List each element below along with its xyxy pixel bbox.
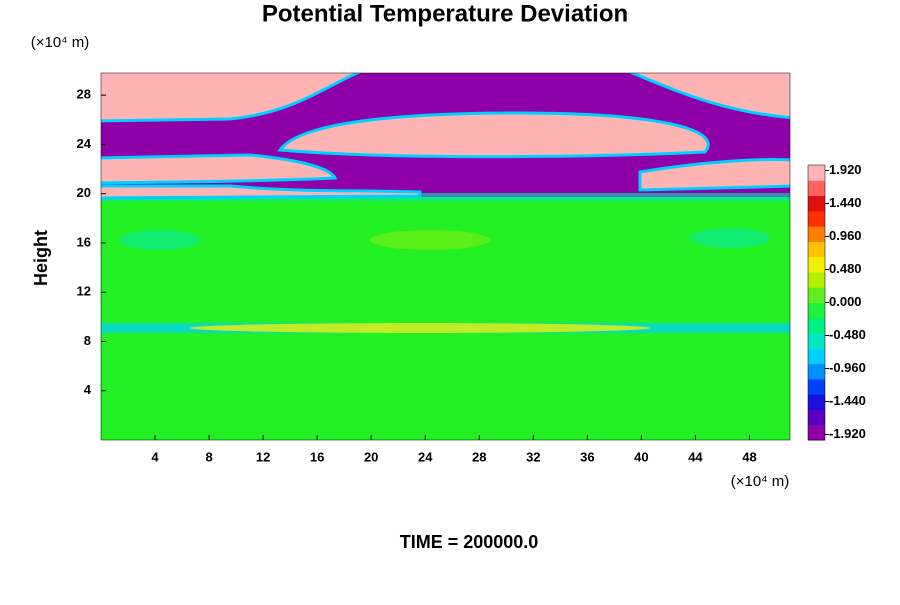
chart-title: Potential Temperature Deviation <box>262 0 628 27</box>
field-region <box>628 73 790 120</box>
colorbar-band <box>808 256 825 273</box>
colorbar-band <box>808 195 825 212</box>
field-region <box>370 230 490 250</box>
colorbar-band <box>808 348 825 365</box>
colorbar-tick-label: -0.960 <box>829 360 866 375</box>
colorbar-band <box>808 363 825 380</box>
colorbar-tick-label: 1.920 <box>829 162 862 177</box>
colorbar-band <box>808 226 825 242</box>
colorbar-band <box>808 394 825 410</box>
field-region <box>638 158 790 192</box>
field-region <box>101 193 790 201</box>
colorbar-tick-label: 0.960 <box>829 228 862 243</box>
colorbar-band <box>808 180 825 197</box>
field-region <box>120 230 200 250</box>
x-tick-label: 44 <box>688 449 703 464</box>
x-tick-label: 40 <box>634 449 648 464</box>
colorbar-tick-label: 0.480 <box>829 261 862 276</box>
colorbar-band <box>808 287 825 303</box>
colorbar-band <box>808 378 825 395</box>
colorbar-tick-label: 0.000 <box>829 294 862 309</box>
colorbar-tick-label: -1.920 <box>829 426 866 441</box>
field <box>101 73 790 440</box>
x-tick-label: 8 <box>205 449 212 464</box>
x-tick-label: 24 <box>418 449 433 464</box>
x-tick-label: 28 <box>472 449 486 464</box>
colorbar-tick-label: -1.440 <box>829 393 866 408</box>
colorbar-band <box>808 210 825 227</box>
x-tick-label: 4 <box>151 449 159 464</box>
y-tick-label: 24 <box>77 136 92 151</box>
colorbar-tick-label: -0.480 <box>829 327 866 342</box>
y-tick-label: 28 <box>77 87 91 102</box>
y-tick-label: 12 <box>77 284 91 299</box>
x-tick-label: 48 <box>742 449 756 464</box>
x-tick-label: 20 <box>364 449 378 464</box>
field-contours <box>101 73 790 200</box>
y-tick-label: 16 <box>77 234 91 249</box>
x-unit: (×10⁴ m) <box>731 473 790 490</box>
colorbar-tick-label: 1.440 <box>829 195 862 210</box>
x-tick-label: 36 <box>580 449 594 464</box>
y-unit: (×10⁴ m) <box>31 34 90 51</box>
footer: TIME = 200000.0 <box>400 532 539 552</box>
colorbar-band <box>808 302 825 319</box>
colorbar-band <box>808 241 825 258</box>
y-axis-label: Height <box>31 230 51 286</box>
field-region <box>690 228 770 248</box>
field-region <box>190 323 650 333</box>
field-region <box>101 153 338 185</box>
colorbar-band <box>808 409 825 426</box>
field-region <box>277 111 710 159</box>
colorbar-band <box>808 424 825 441</box>
colorbar-band <box>808 317 825 334</box>
colorbar-band <box>808 333 825 349</box>
y-tick-label: 20 <box>77 185 91 200</box>
y-tick-label: 4 <box>84 382 92 397</box>
x-tick-label: 12 <box>256 449 270 464</box>
colorbar-band <box>808 165 825 181</box>
field-region <box>101 184 422 200</box>
plot-frame <box>100 72 791 441</box>
colorbar-band <box>808 271 825 288</box>
x-tick-label: 16 <box>310 449 324 464</box>
y-tick-label: 8 <box>84 333 91 348</box>
x-tick-label: 32 <box>526 449 540 464</box>
